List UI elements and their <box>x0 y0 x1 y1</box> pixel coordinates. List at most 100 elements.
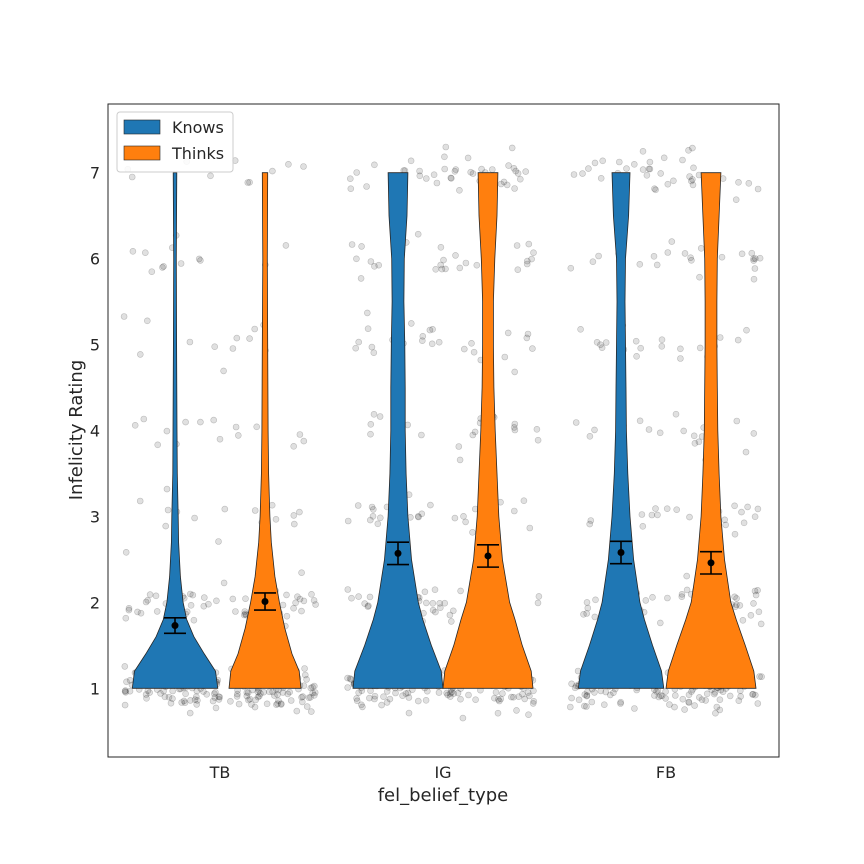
jitter-point <box>296 508 303 516</box>
jitter-point <box>243 689 251 696</box>
jitter-point <box>687 177 695 185</box>
jitter-point <box>353 697 361 705</box>
jitter-point <box>468 339 475 347</box>
jitter-point <box>469 528 476 536</box>
jitter-point <box>433 179 441 187</box>
jitter-point <box>271 692 278 699</box>
jitter-point <box>437 261 445 269</box>
jitter-point <box>216 435 224 443</box>
jitter-point <box>646 158 654 166</box>
jitter-point <box>583 692 591 700</box>
jitter-point <box>359 703 366 711</box>
jitter-point <box>508 693 515 701</box>
jitter-point <box>710 690 718 698</box>
jitter-point <box>143 694 150 702</box>
jitter-point <box>671 703 678 711</box>
jitter-point <box>283 591 290 599</box>
jitter-point <box>142 249 149 256</box>
jitter-point <box>142 598 150 606</box>
jitter-point <box>241 608 249 615</box>
jitter-point <box>586 432 594 440</box>
jitter-point <box>678 593 686 601</box>
jitter-point <box>436 604 444 612</box>
jitter-point <box>630 161 638 168</box>
jitter-point <box>452 252 459 259</box>
jitter-point <box>364 325 372 333</box>
jitter-point <box>530 687 537 695</box>
jitter-point <box>303 703 311 710</box>
jitter-point <box>689 176 696 183</box>
jitter-point <box>399 692 406 700</box>
jitter-point <box>450 690 458 697</box>
jitter-point <box>435 338 443 346</box>
jitter-point <box>386 695 394 703</box>
jitter-point <box>657 170 665 177</box>
jitter-point <box>211 343 218 351</box>
jitter-point <box>246 179 253 186</box>
jitter-point <box>462 259 470 267</box>
jitter-point <box>456 187 463 194</box>
jitter-point <box>436 599 444 607</box>
jitter-point <box>404 689 412 697</box>
mean-marker <box>707 559 715 567</box>
jitter-point <box>645 165 653 173</box>
jitter-point <box>227 697 234 705</box>
jitter-point <box>300 597 308 605</box>
jitter-point <box>689 181 697 189</box>
jitter-point <box>216 693 223 701</box>
violin-knows-fb <box>577 172 665 689</box>
legend-label-thinks: Thinks <box>171 144 224 163</box>
jitter-point <box>251 507 259 514</box>
jitter-point <box>648 511 656 519</box>
jitter-point <box>459 714 467 722</box>
jitter-point <box>284 690 292 698</box>
jitter-point <box>346 175 354 182</box>
jitter-point <box>405 694 413 701</box>
jitter-point <box>279 689 287 696</box>
jitter-point <box>733 601 740 609</box>
jitter-point <box>754 185 762 193</box>
jitter-point <box>367 420 375 428</box>
x-tick-label: FB <box>656 763 676 782</box>
violin-knows-tb <box>131 172 219 689</box>
jitter-point <box>447 618 455 625</box>
jitter-point <box>597 175 605 182</box>
mean-marker <box>261 597 269 605</box>
jitter-point <box>623 165 630 172</box>
jitter-point <box>449 607 457 615</box>
jitter-point <box>755 608 763 616</box>
jitter-point <box>632 337 640 345</box>
jitter-point <box>691 439 699 447</box>
jitter-point <box>750 257 758 264</box>
jitter-point <box>633 352 640 360</box>
jitter-point <box>703 690 711 698</box>
jitter-point <box>718 253 726 261</box>
jitter-point <box>600 701 608 709</box>
jitter-point <box>131 421 139 429</box>
jitter-point <box>465 691 472 699</box>
jitter-point <box>273 701 280 709</box>
jitter-point <box>583 599 591 606</box>
jitter-point <box>242 595 249 603</box>
jitter-point <box>193 687 201 695</box>
jitter-point <box>750 430 758 437</box>
jitter-point <box>457 587 464 595</box>
jitter-point <box>713 703 721 711</box>
jitter-point <box>344 517 352 525</box>
violin-thinks-ig <box>442 172 534 689</box>
jitter-point <box>294 593 301 601</box>
jitter-point <box>164 506 172 514</box>
jitter-point <box>275 697 282 705</box>
jitter-point <box>681 706 688 713</box>
jitter-point <box>422 599 430 607</box>
jitter-point <box>153 608 161 615</box>
jitter-point <box>597 341 604 349</box>
jitter-point <box>736 602 744 609</box>
jitter-point <box>203 690 210 698</box>
jitter-point <box>429 325 436 333</box>
jitter-point <box>740 519 748 527</box>
jitter-point <box>307 708 315 715</box>
jitter-point <box>186 338 194 346</box>
jitter-point <box>658 692 666 700</box>
jitter-point <box>615 158 623 166</box>
